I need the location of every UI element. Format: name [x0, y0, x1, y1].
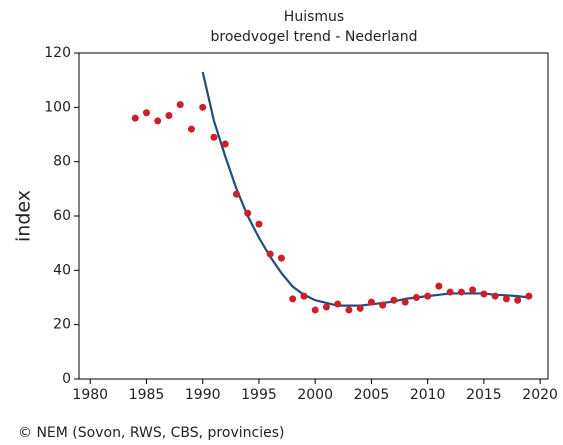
data-point: [502, 295, 510, 303]
data-point: [266, 250, 274, 258]
data-point: [379, 301, 387, 309]
data-point: [154, 117, 162, 125]
x-tick-label: 1985: [129, 387, 165, 403]
y-tick-label: 80: [53, 154, 71, 170]
data-point: [277, 254, 285, 262]
data-point: [457, 288, 465, 296]
data-point: [165, 111, 173, 119]
data-point: [142, 109, 150, 117]
data-point: [232, 190, 240, 198]
data-point: [446, 288, 454, 296]
y-tick-label: 120: [44, 45, 71, 61]
data-point: [412, 294, 420, 301]
data-point: [334, 300, 342, 308]
data-point: [345, 306, 353, 314]
y-tick-label: 100: [44, 99, 71, 115]
data-point: [311, 306, 319, 314]
x-tick-label: 2010: [410, 387, 446, 403]
data-point: [244, 209, 252, 217]
x-tick-label: 2000: [297, 387, 333, 403]
chart-title: Huismus: [284, 9, 344, 25]
source-note: © NEM (Sovon, RWS, CBS, provincies): [18, 425, 284, 441]
data-point: [221, 140, 229, 148]
data-point: [187, 125, 195, 133]
data-point: [525, 292, 533, 300]
x-tick-label: 2005: [354, 387, 390, 403]
y-tick-label: 20: [53, 317, 71, 333]
y-tick-label: 40: [53, 262, 71, 278]
data-point: [322, 303, 330, 311]
data-point: [480, 290, 488, 298]
x-tick-label: 1980: [72, 387, 108, 403]
data-point: [300, 292, 308, 300]
x-tick-label: 1990: [185, 387, 221, 403]
chart-subtitle: broedvogel trend - Nederland: [211, 29, 418, 45]
x-tick-label: 1995: [241, 387, 277, 403]
x-tick-label: 2020: [522, 387, 558, 403]
data-point: [401, 298, 409, 306]
data-point: [424, 292, 432, 300]
y-axis-label: index: [13, 190, 35, 242]
data-point: [356, 304, 364, 312]
trend-line: [201, 71, 530, 307]
data-point: [514, 296, 522, 304]
x-tick-label: 2015: [466, 387, 502, 403]
data-point: [210, 133, 218, 141]
y-tick-label: 0: [62, 371, 71, 387]
data-point: [390, 296, 398, 304]
y-tick-label: 60: [53, 208, 71, 224]
data-point: [131, 114, 139, 122]
data-point: [199, 103, 207, 111]
data-point: [289, 295, 297, 303]
data-point: [491, 292, 499, 300]
data-point: [469, 286, 477, 294]
data-point: [255, 220, 263, 228]
data-point: [176, 101, 184, 109]
data-point: [367, 298, 375, 306]
data-point: [435, 282, 443, 290]
plot-frame: [78, 52, 549, 380]
